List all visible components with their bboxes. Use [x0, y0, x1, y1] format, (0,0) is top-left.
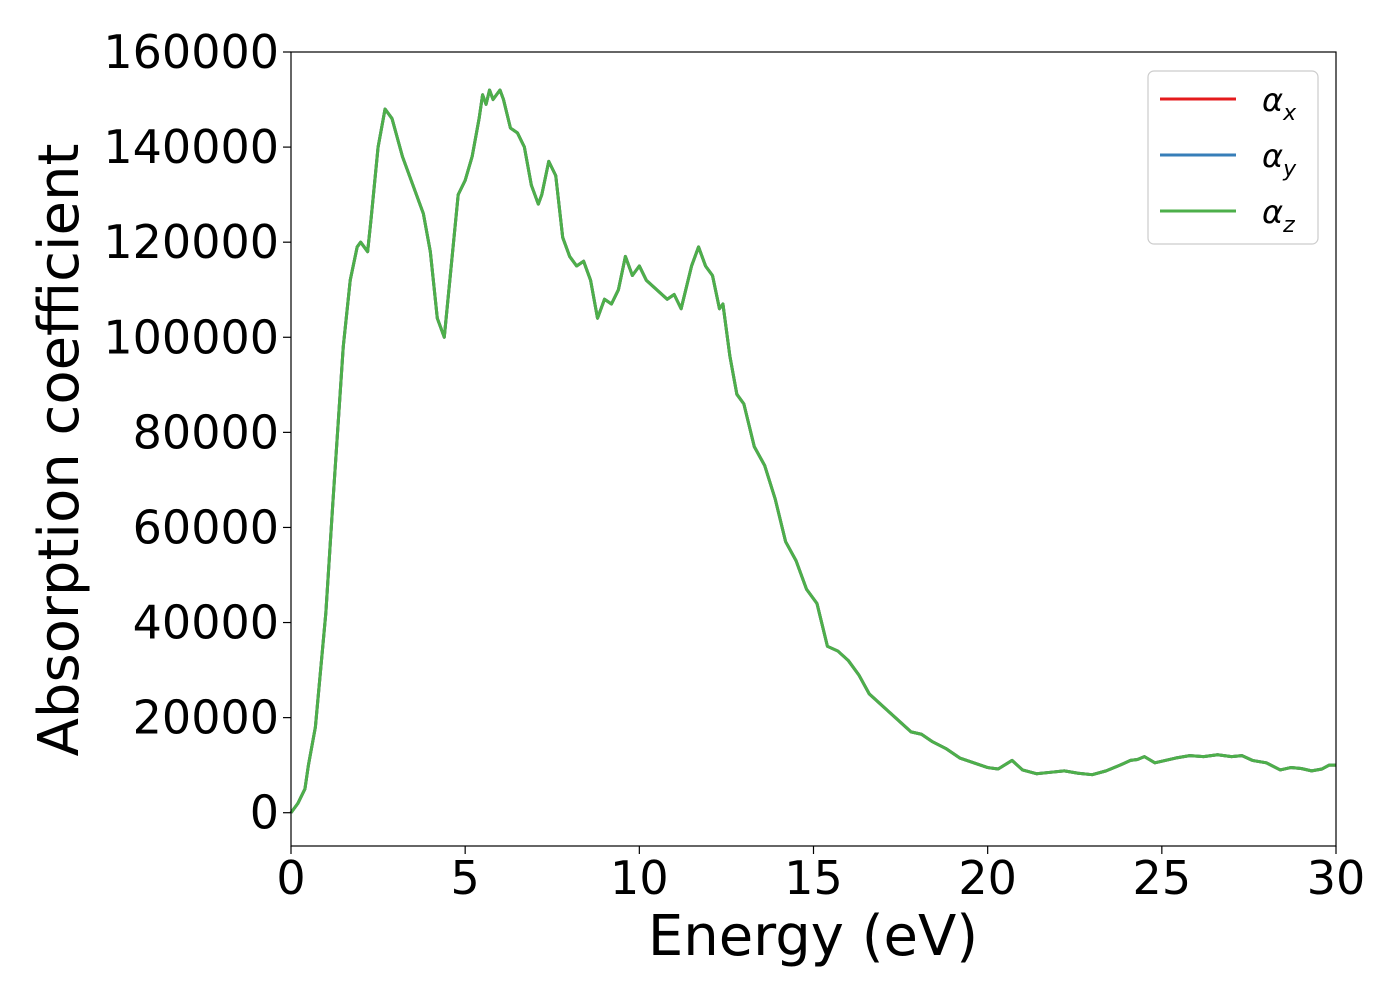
y-axis: 0 20000 40000 60000 80000 100000 120000 140000 1… — [103, 25, 291, 840]
y-tick-label: 60000 — [133, 500, 279, 554]
y-tick-label: 160000 — [103, 25, 279, 79]
legend-subscript-x: x — [1282, 101, 1297, 126]
y-tick-label: 140000 — [103, 120, 279, 174]
x-axis: 0 5 10 15 20 25 30 — [276, 846, 1365, 905]
x-axis-title: Energy (eV) — [648, 904, 978, 969]
x-tick-label: 25 — [1133, 851, 1192, 905]
x-tick-label: 20 — [958, 851, 1017, 905]
x-tick-label: 30 — [1307, 851, 1366, 905]
legend-frame — [1147, 70, 1319, 245]
series-line-alpha-z — [289, 88, 1336, 814]
y-tick-label: 100000 — [103, 310, 279, 364]
y-tick-label: 20000 — [133, 691, 279, 745]
legend-subscript-y: y — [1282, 157, 1297, 182]
y-tick-label: 0 — [250, 786, 279, 840]
x-tick-label: 0 — [276, 851, 305, 905]
series-layer — [289, 88, 1336, 814]
x-tick-label: 10 — [610, 851, 669, 905]
y-tick-label: 120000 — [103, 215, 279, 269]
x-tick-label: 5 — [451, 851, 480, 905]
y-tick-label: 80000 — [133, 405, 279, 459]
y-tick-label: 40000 — [133, 596, 279, 650]
x-tick-label: 15 — [784, 851, 843, 905]
legend-subscript-z: z — [1282, 213, 1295, 238]
y-axis-title: Absorption coefficient — [27, 144, 92, 757]
